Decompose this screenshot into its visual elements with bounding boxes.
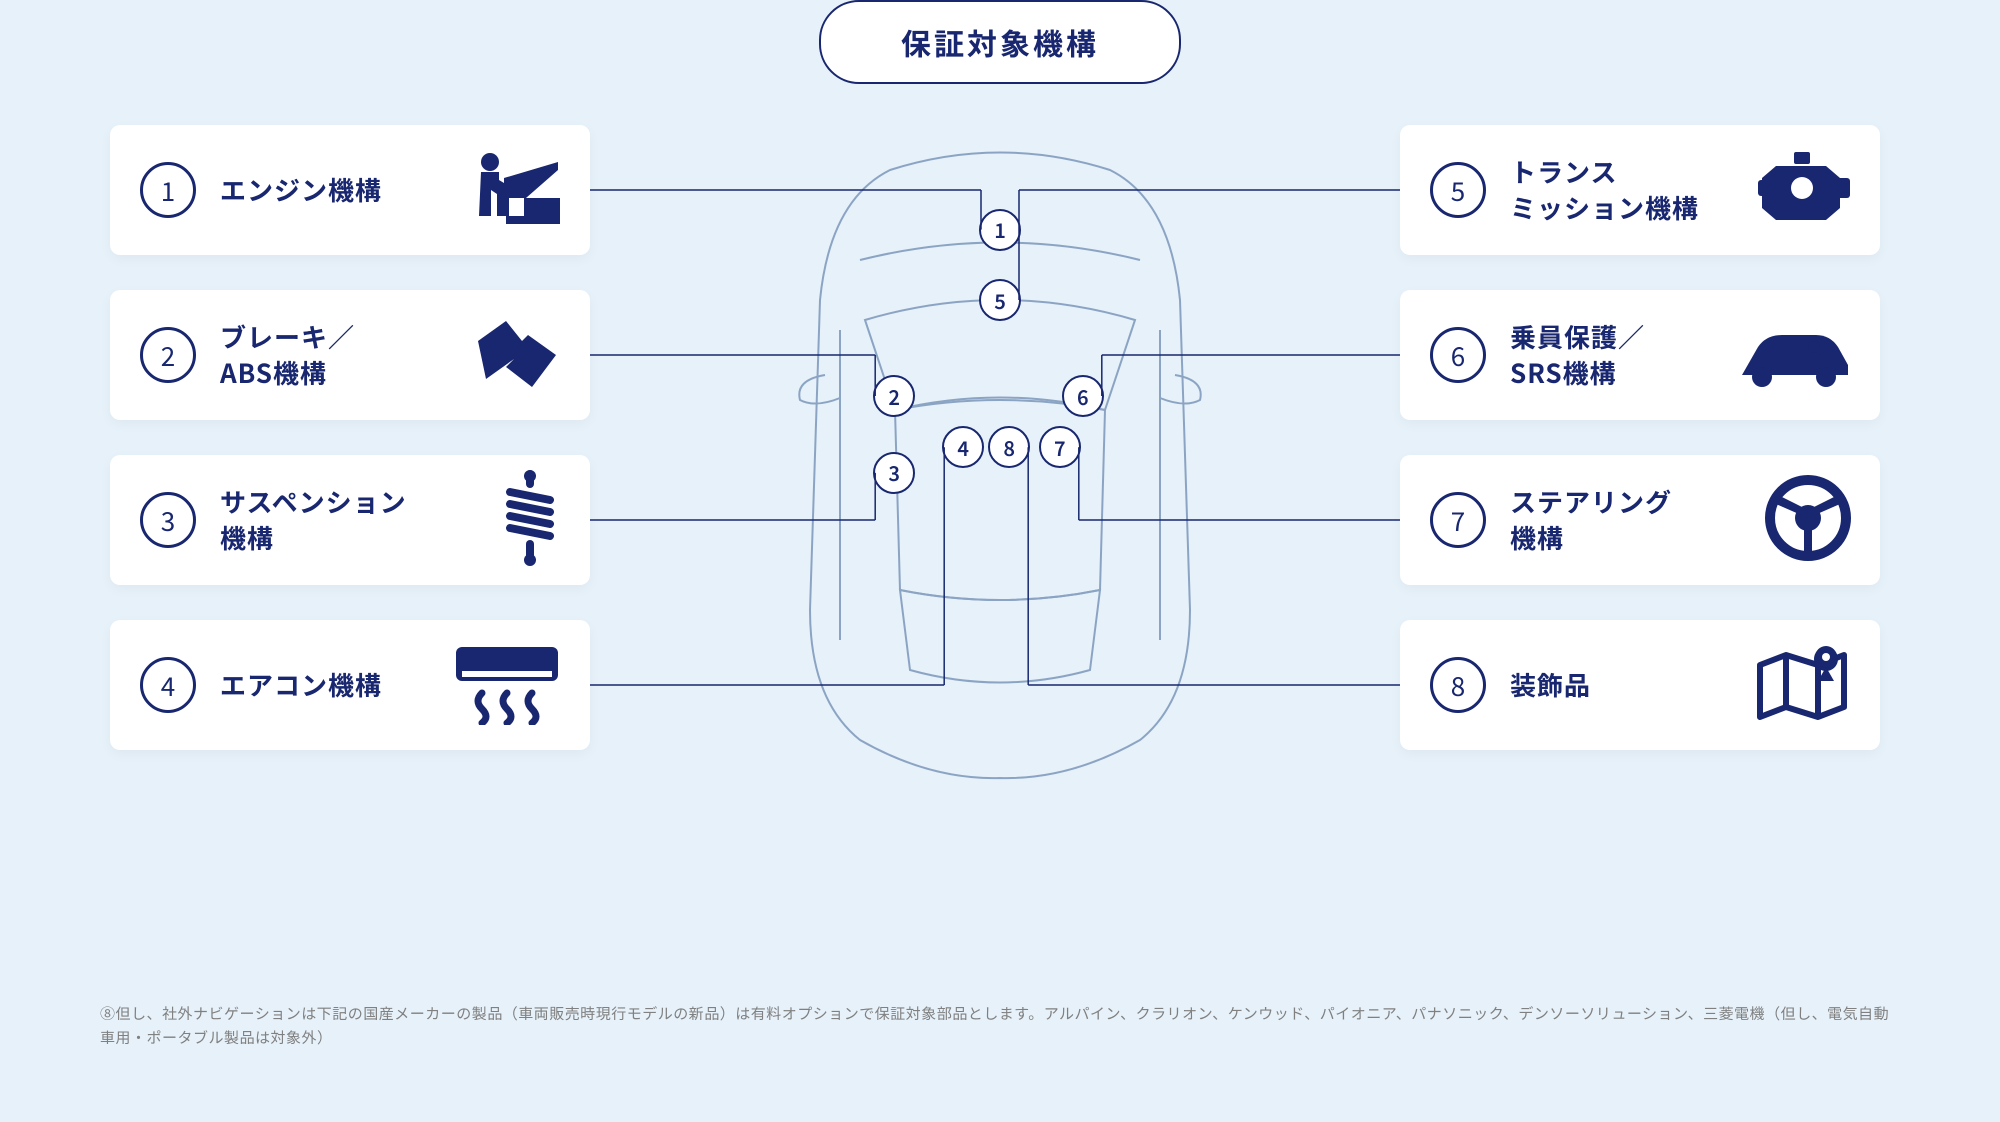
card-label: 乗員保護／SRS機構 — [1510, 319, 1732, 392]
card-number-badge: 8 — [1430, 657, 1486, 713]
car-pin-3: 3 — [873, 452, 915, 494]
card-number-badge: 1 — [140, 162, 196, 218]
car-pin-2: 2 — [873, 375, 915, 417]
card-label: ステアリング機構 — [1510, 484, 1764, 557]
car-pin-6: 6 — [1062, 375, 1104, 417]
nav-icon — [1752, 641, 1852, 730]
engine-hood-icon — [466, 148, 562, 233]
card-number-badge: 4 — [140, 657, 196, 713]
card-number-badge: 7 — [1430, 492, 1486, 548]
card-number-badge: 3 — [140, 492, 196, 548]
card-label: エアコン機構 — [220, 667, 452, 703]
card-L3: 3 サスペンション機構 — [110, 455, 590, 585]
footnote: ⑧但し、社外ナビゲーションは下記の国産メーカーの製品（車両販売時現行モデルの新品… — [100, 1002, 1900, 1050]
card-label: 装飾品 — [1510, 667, 1752, 703]
brake-icon — [472, 313, 562, 398]
card-label: エンジン機構 — [220, 172, 466, 208]
card-label: トランスミッション機構 — [1510, 154, 1756, 227]
card-R5: 5 トランスミッション機構 — [1400, 125, 1880, 255]
card-R7: 7 ステアリング機構 — [1400, 455, 1880, 585]
card-L2: 2 ブレーキ／ABS機構 — [110, 290, 590, 420]
card-L1: 1 エンジン機構 — [110, 125, 590, 255]
card-R8: 8 装飾品 — [1400, 620, 1880, 750]
car-pin-7: 7 — [1039, 426, 1081, 468]
card-R6: 6 乗員保護／SRS機構 — [1400, 290, 1880, 420]
transmission-icon — [1756, 148, 1852, 233]
suspension-icon — [498, 470, 562, 571]
card-number-badge: 5 — [1430, 162, 1486, 218]
card-label: ブレーキ／ABS機構 — [220, 319, 472, 392]
car-pin-4: 4 — [942, 426, 984, 468]
card-number-badge: 6 — [1430, 327, 1486, 383]
card-number-badge: 2 — [140, 327, 196, 383]
card-L4: 4 エアコン機構 — [110, 620, 590, 750]
car-pin-1: 1 — [979, 209, 1021, 251]
steering-icon — [1764, 474, 1852, 567]
car-pin-8: 8 — [988, 426, 1030, 468]
aircon-icon — [452, 641, 562, 730]
srs-icon — [1732, 315, 1852, 396]
car-diagram: 1 5 2 6 3487 — [770, 140, 1230, 780]
car-pin-5: 5 — [979, 279, 1021, 321]
card-label: サスペンション機構 — [220, 484, 498, 557]
